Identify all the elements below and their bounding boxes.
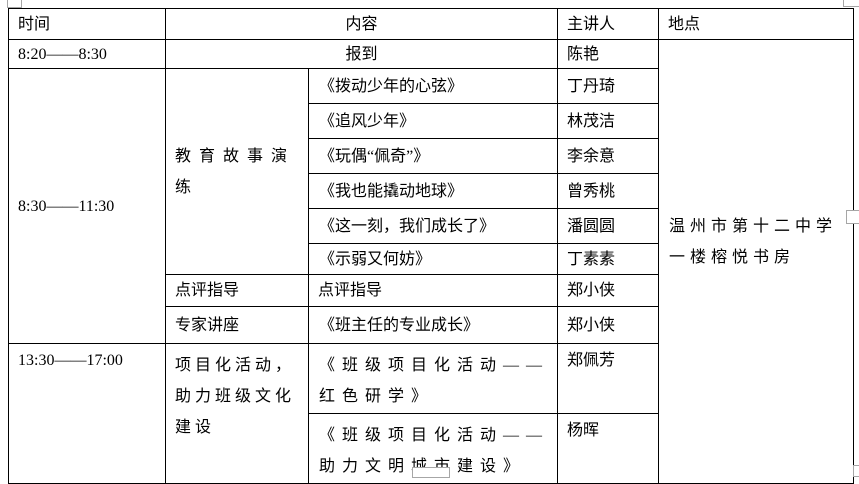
header-time-cell: 时间 <box>8 8 166 40</box>
morning-time-cell: 8:30——11:30 <box>8 68 166 344</box>
story-title-cell: 《玩偶“佩奇”》 <box>307 138 559 174</box>
table-handle-fragment-bottom-right <box>853 465 859 477</box>
review-content-cell: 点评指导 <box>307 274 559 307</box>
table-handle-fragment-top-right <box>843 0 859 7</box>
table-row: 时间 内容 主讲人 地点 <box>8 8 855 40</box>
story-title-cell: 《示弱又何妨》 <box>307 243 559 275</box>
table-row: 《玩偶“佩奇”》 李余意 <box>9 138 854 174</box>
story-speaker-cell: 林茂洁 <box>557 103 660 139</box>
story-speaker-cell: 潘圆圆 <box>557 208 660 244</box>
project-speaker-cell: 杨晖 <box>557 413 660 484</box>
review-speaker-cell: 郑小侠 <box>557 274 660 307</box>
story-title-cell: 《我也能撬动地球》 <box>307 173 559 209</box>
review-section-cell: 点评指导 <box>165 274 309 307</box>
table-row: 点评指导 点评指导 郑小侠 <box>9 274 854 307</box>
location-cell: 温州市第十二中学一楼榕悦书房 <box>658 39 855 484</box>
story-section-cell: 教育故事演练 <box>165 68 309 275</box>
story-title-cell: 《追风少年》 <box>307 103 559 139</box>
header-speaker-cell: 主讲人 <box>557 8 660 40</box>
table-row: 《这一刻，我们成长了》 潘圆圆 <box>9 208 854 244</box>
story-speaker-cell: 曾秀桃 <box>557 173 660 209</box>
registration-speaker-cell: 陈艳 <box>557 39 660 69</box>
header-location-cell: 地点 <box>658 8 855 40</box>
afternoon-section-cell: 项目化活动，助力班级文化建设 <box>165 343 309 484</box>
project-title-cell: 《班级项目化活动——红色研学》 <box>307 343 559 414</box>
lecture-content-cell: 《班主任的专业成长》 <box>307 306 559 344</box>
table-row: 专家讲座 《班主任的专业成长》 郑小侠 <box>9 306 854 344</box>
registration-activity-cell: 报到 <box>164 39 559 69</box>
story-speaker-cell: 丁丹琦 <box>557 68 660 104</box>
table-row: 8:30——11:30 教育故事演练 《拨动少年的心弦》 丁丹琦 <box>8 68 854 344</box>
registration-time-cell: 8:20——8:30 <box>8 39 166 69</box>
table-handle-fragment-right <box>846 210 859 224</box>
table-handle-fragment-top-left <box>7 0 22 8</box>
story-speaker-cell: 李余意 <box>557 138 660 174</box>
schedule-table: 时间 内容 主讲人 地点 8:20——8:30 报到 陈艳 温州市第十二中学一楼… <box>8 8 855 484</box>
table-row: 《追风少年》 林茂洁 <box>9 103 854 139</box>
table-row: 8:20——8:30 报到 陈艳 温州市第十二中学一楼榕悦书房 <box>8 39 855 484</box>
lecture-section-cell: 专家讲座 <box>165 306 309 344</box>
afternoon-time-cell: 13:30——17:00 <box>8 343 166 484</box>
project-speaker-cell: 郑佩芳 <box>557 343 660 414</box>
lecture-speaker-cell: 郑小侠 <box>557 306 660 344</box>
story-title-cell: 《拨动少年的心弦》 <box>307 68 559 104</box>
story-speaker-cell: 丁素素 <box>557 243 660 275</box>
header-content-cell: 内容 <box>164 8 559 40</box>
story-title-cell: 《这一刻，我们成长了》 <box>307 208 559 244</box>
